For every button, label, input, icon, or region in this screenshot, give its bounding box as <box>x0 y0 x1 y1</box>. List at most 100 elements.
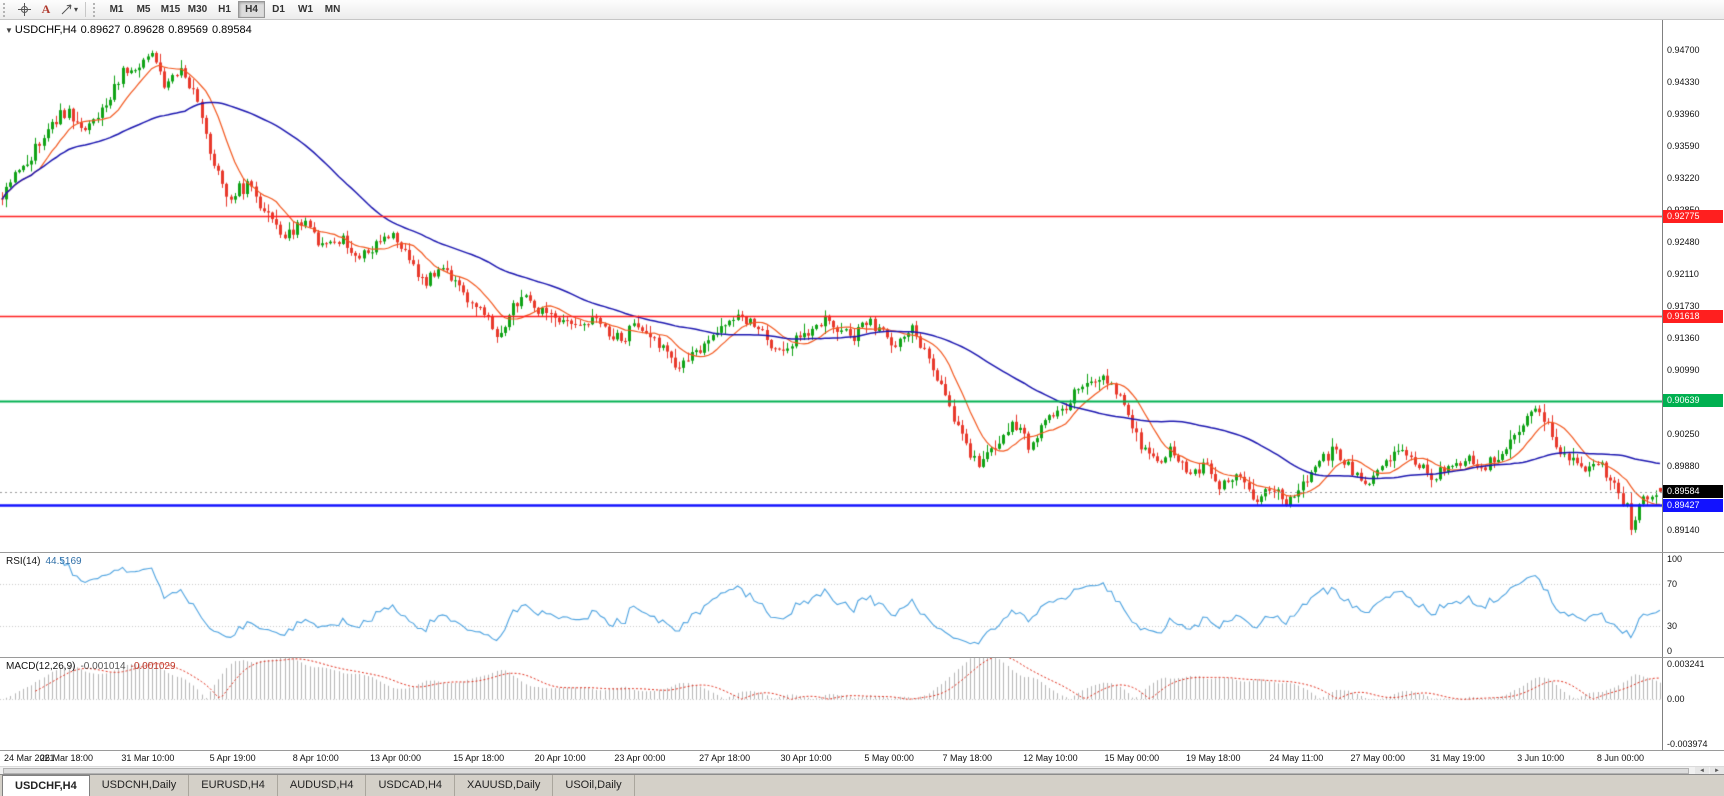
timeframe-button-m30[interactable]: M30 <box>184 1 211 18</box>
price-line-badge: 0.90639 <box>1663 394 1723 408</box>
price-axis-label: 0.91730 <box>1667 301 1700 312</box>
ohlc-high: 0.89628 <box>124 24 165 36</box>
price-axis-label: 0.94330 <box>1667 76 1700 87</box>
macd-label: MACD(12,26,9) -0.001014 -0.001029 <box>6 661 181 672</box>
price-axis-label: 0.90250 <box>1667 429 1700 440</box>
price-axis-label: 0.91360 <box>1667 333 1700 344</box>
timeframe-button-m5[interactable]: M5 <box>130 1 157 18</box>
chart-tab-audusd[interactable]: AUDUSD,H4 <box>278 775 367 796</box>
macd-name: MACD(12,26,9) <box>6 661 76 672</box>
time-axis-label: 5 May 00:00 <box>864 753 914 763</box>
toolbar-grip[interactable] <box>93 2 99 17</box>
chart-tab-eurusd[interactable]: EURUSD,H4 <box>189 775 278 796</box>
rsi-name: RSI(14) <box>6 556 41 567</box>
scroll-left-button[interactable]: ◄ <box>1695 767 1709 775</box>
price-axis-label: 0.89880 <box>1667 461 1700 472</box>
chart-tab-usoil[interactable]: USOil,Daily <box>553 775 635 796</box>
rsi-value: 44.5169 <box>45 556 82 567</box>
time-axis-label: 8 Jun 00:00 <box>1596 753 1644 763</box>
time-axis-label: 5 Apr 19:00 <box>209 753 256 763</box>
price-axis-label: 0.94700 <box>1667 44 1700 55</box>
time-axis-label: 31 Mar 10:00 <box>121 753 175 763</box>
arrow-tool-button[interactable]: ▾ <box>57 1 81 19</box>
time-axis-label: 15 May 00:00 <box>1104 753 1160 763</box>
horizontal-scrollbar[interactable]: ◄ ► <box>0 766 1724 775</box>
time-axis-label: 24 May 11:00 <box>1269 753 1324 763</box>
time-axis-label: 23 Apr 00:00 <box>614 753 666 763</box>
ohlc-low: 0.89569 <box>168 24 208 36</box>
rsi-axis-label: 100 <box>1667 554 1683 564</box>
time-axis-label: 20 Apr 10:00 <box>534 753 586 763</box>
timeframe-button-mn[interactable]: MN <box>319 1 346 18</box>
timeframe-button-w1[interactable]: W1 <box>292 1 319 18</box>
rsi-axis-label: 30 <box>1667 620 1678 631</box>
time-axis-label: 30 Apr 10:00 <box>780 753 832 763</box>
arrow-tool-icon <box>61 4 72 15</box>
price-axis-label: 0.93220 <box>1667 172 1700 183</box>
macd-axis-label: -0.003974 <box>1667 739 1708 749</box>
price-axis-label: 0.92110 <box>1667 268 1699 279</box>
chevron-down-icon: ▾ <box>74 5 79 14</box>
candlestick-chart[interactable] <box>0 20 1662 552</box>
timeframe-button-h4[interactable]: H4 <box>238 1 266 18</box>
rsi-label: RSI(14) 44.5169 <box>6 556 87 567</box>
time-axis-label: 13 Apr 00:00 <box>370 753 422 763</box>
symbol-label: USDCHF,H4 <box>14 24 77 36</box>
pane-separator[interactable] <box>0 552 1724 553</box>
pane-separator <box>0 750 1724 751</box>
price-line-badge: 0.92775 <box>1663 209 1723 223</box>
crosshair-icon <box>17 3 31 16</box>
time-axis-label: 27 Apr 18:00 <box>699 753 751 763</box>
ohlc-open: 0.89627 <box>80 24 121 36</box>
timeframe-button-d1[interactable]: D1 <box>265 1 292 18</box>
toolbar-grip[interactable] <box>3 2 9 17</box>
time-axis-label: 15 Apr 18:00 <box>453 753 505 763</box>
time-axis-label: 19 May 18:00 <box>1185 753 1241 763</box>
pane-separator[interactable] <box>0 657 1724 658</box>
toolbar-separator <box>85 2 87 17</box>
symbol-ohlc-header: ▼ USDCHF,H4 0.89627 0.89628 0.89569 0.89584 <box>5 24 256 36</box>
scroll-right-button[interactable]: ► <box>1710 767 1724 775</box>
macd-axis-label: 0.003241 <box>1667 659 1705 669</box>
macd-value-main: -0.001014 <box>80 661 126 672</box>
timeframe-button-m15[interactable]: M15 <box>157 1 184 18</box>
time-axis-label: 27 May 00:00 <box>1350 753 1406 763</box>
price-axis-label: 0.92480 <box>1667 236 1700 247</box>
price-axis-label: 0.90990 <box>1667 365 1700 376</box>
rsi-axis-label: 70 <box>1667 579 1678 590</box>
chart-tabs-bar: USDCHF,H4 USDCNH,Daily EURUSD,H4 AUDUSD,H4 U… <box>0 774 1724 796</box>
current-price-badge: 0.89584 <box>1663 485 1723 499</box>
time-axis-label: 8 Apr 10:00 <box>292 753 339 763</box>
price-axis-label: 0.93590 <box>1667 140 1700 151</box>
rsi-indicator-chart[interactable] <box>0 553 1662 657</box>
macd-value-signal: -0.001029 <box>130 661 176 672</box>
price-line-badge: 0.91618 <box>1663 309 1723 323</box>
text-tool-button[interactable]: A <box>35 1 57 19</box>
chart-tab-xauusd[interactable]: XAUUSD,Daily <box>455 775 554 796</box>
time-axis-label: 24 Mar 2021 <box>4 753 55 763</box>
timeframe-toolbar: M1 M5 M15 M30 H1 H4 D1 W1 MN <box>103 0 346 20</box>
chart-tab-usdcad[interactable]: USDCAD,H4 <box>366 775 456 796</box>
price-line-badge: 0.89427 <box>1663 498 1723 512</box>
time-axis-label: 31 May 19:00 <box>1430 753 1485 763</box>
price-axis-label: 0.89140 <box>1667 524 1700 535</box>
timeframe-button-m1[interactable]: M1 <box>103 1 130 18</box>
chart-tab-usdcnh[interactable]: USDCNH,Daily <box>90 775 190 796</box>
time-axis-label: 26 Mar 18:00 <box>39 753 93 763</box>
time-axis-label: 3 Jun 10:00 <box>1517 753 1565 763</box>
macd-indicator-chart[interactable] <box>0 658 1662 750</box>
macd-axis-label: 0.00 <box>1667 694 1685 705</box>
scrollbar-thumb[interactable] <box>3 768 1689 774</box>
price-axis[interactable] <box>1662 20 1724 750</box>
rsi-axis-label: 0 <box>1667 646 1673 656</box>
timeframe-button-h1[interactable]: H1 <box>211 1 238 18</box>
toolbar: A ▾ M1 M5 M15 M30 H1 H4 D1 W1 MN <box>0 0 1724 20</box>
crosshair-tool-button[interactable] <box>13 1 35 19</box>
ohlc-close: 0.89584 <box>211 24 252 36</box>
collapse-icon: ▼ <box>5 26 13 35</box>
time-axis-label: 12 May 10:00 <box>1023 753 1078 763</box>
chart-tab-usdchf[interactable]: USDCHF,H4 <box>2 775 90 796</box>
price-axis-label: 0.93960 <box>1667 108 1700 119</box>
time-axis-label: 7 May 18:00 <box>942 753 993 763</box>
